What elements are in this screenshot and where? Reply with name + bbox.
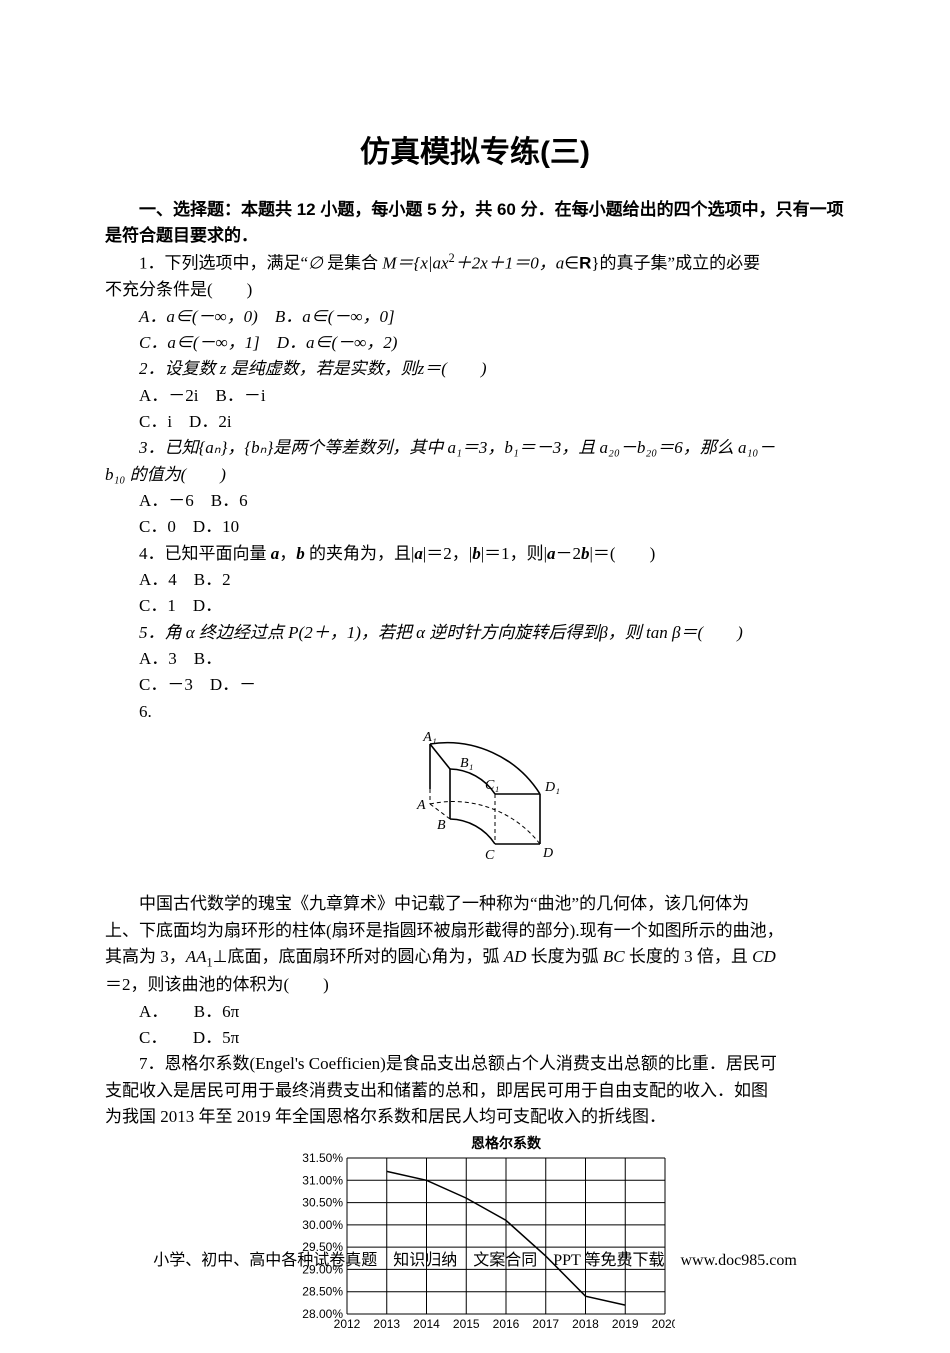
q1-a-in: a — [556, 254, 565, 273]
q1-stem: 1．下列选项中，满足“∅ 是集合 M＝{x|ax2＋2x＋1＝0，a∈R}的真子… — [105, 249, 845, 277]
q3-optC: C．0 D．10 — [105, 514, 845, 540]
q4-stem: 4．已知平面向量 a，b 的夹角为，且|a|＝2，|b|＝1，则|a－2b|＝(… — [139, 544, 655, 563]
q4-optA: A．4 B．2 — [105, 567, 845, 593]
q2-stem: 2．设复数 z 是纯虚数，若是实数，则z＝( ) — [139, 359, 487, 378]
svg-text:28.50%: 28.50% — [302, 1285, 343, 1299]
q2-optC: C．i D．2i — [105, 409, 845, 435]
q5-optC: C．－3 D．－ — [105, 672, 845, 698]
empty-set: ∅ — [308, 254, 327, 273]
svg-text:30.00%: 30.00% — [302, 1218, 343, 1232]
q1-tail: }的真子集”成立的必要 — [591, 254, 760, 273]
svg-text:2018: 2018 — [572, 1317, 599, 1331]
label-C1: C₁ — [485, 778, 499, 793]
q1-a: 1．下列选项中，满足“ — [139, 254, 308, 273]
label-D1: D₁ — [544, 780, 560, 795]
svg-text:2019: 2019 — [612, 1317, 639, 1331]
section-heading: 一、选择题：本题共 12 小题，每小题 5 分，共 60 分．在每小题给出的四个… — [105, 197, 845, 250]
q1-optC: C．a∈(－∞，1] D．a∈(－∞，2) — [139, 333, 397, 352]
svg-text:2020: 2020 — [652, 1317, 675, 1331]
q7-p2: 支配收入是居民可用于最终消费支出和储蓄的总和，即居民可用于自由支配的收入．如图 — [105, 1078, 845, 1104]
label-D: D — [542, 846, 553, 861]
q1-m: M — [382, 254, 396, 273]
q6-figure: A₁ B₁ C₁ D₁ A B C D — [105, 729, 845, 887]
q1-eq: ＝{x|ax — [397, 254, 449, 273]
svg-text:31.50%: 31.50% — [302, 1151, 343, 1165]
svg-text:2012: 2012 — [334, 1317, 361, 1331]
page-footer: 小学、初中、高中各种试卷真题 知识归纳 文案合同 PPT 等免费下载 www.d… — [0, 1249, 950, 1274]
q3-stem: 3．已知{aₙ}，{bₙ}是两个等差数列，其中 a₁＝3，b₁＝－3，且 a₂₀… — [139, 438, 775, 457]
q7-p3: 为我国 2013 年至 2019 年全国恩格尔系数和居民人均可支配收入的折线图． — [105, 1104, 845, 1130]
q6-optC: C． D．5π — [105, 1025, 845, 1051]
q5-stem: 5．角 α 终边经过点 P(2＋，1)，若把 α 逆时针方向旋转后得到β，则 t… — [139, 623, 743, 642]
q1-r: ∈ — [564, 254, 579, 273]
q1-eq2: ＋2x＋1＝0， — [455, 254, 556, 273]
page-title: 仿真模拟专练(三) — [105, 130, 845, 177]
q3-optA: A．－6 B．6 — [105, 488, 845, 514]
label-A1: A₁ — [422, 730, 436, 745]
q1-line2: 不充分条件是( ) — [105, 277, 845, 303]
label-B: B — [437, 818, 446, 833]
svg-text:2015: 2015 — [453, 1317, 480, 1331]
q3-line2: b₁₀ 的值为( ) — [105, 465, 226, 484]
q6-optA: A． B．6π — [105, 999, 845, 1025]
q6-p2: 上、下底面均为扇环形的柱体(扇环是指圆环被扇形截得的部分).现有一个如图所示的曲… — [105, 918, 845, 944]
svg-text:31.00%: 31.00% — [302, 1174, 343, 1188]
svg-text:2016: 2016 — [493, 1317, 520, 1331]
q5-optA: A．3 B． — [105, 646, 845, 672]
q1-optA: A．a∈(－∞，0) B．a∈(－∞，0] — [139, 307, 395, 326]
label-C: C — [485, 848, 495, 863]
svg-text:2017: 2017 — [532, 1317, 559, 1331]
label-B1: B₁ — [460, 756, 473, 771]
q6-label: 6. — [105, 699, 845, 725]
q1-b: 是集合 — [327, 254, 382, 273]
q6-p4: ＝2，则该曲池的体积为( ) — [105, 972, 845, 998]
q7-p1: 7．恩格尔系数(Engel's Coefficien)是食品支出总额占个人消费支… — [105, 1051, 845, 1077]
q1-R: R — [579, 254, 591, 273]
q6-p1: 中国古代数学的瑰宝《九章算术》中记载了一种称为“曲池”的几何体，该几何体为 — [105, 891, 845, 917]
svg-text:2013: 2013 — [373, 1317, 400, 1331]
svg-text:2014: 2014 — [413, 1317, 440, 1331]
q2-optA: A．－2i B．－i — [105, 383, 845, 409]
label-A: A — [416, 798, 426, 813]
svg-text:30.50%: 30.50% — [302, 1196, 343, 1210]
svg-text:恩格尔系数: 恩格尔系数 — [471, 1135, 542, 1151]
q4-optC: C．1 D． — [105, 593, 845, 619]
engel-chart: 恩格尔系数28.00%28.50%29.00%29.50%30.00%30.50… — [105, 1134, 845, 1352]
q6-p3: 其高为 3，AA1⊥底面，底面扇环所对的圆心角为，弧 AD 长度为弧 BC 长度… — [105, 947, 776, 966]
